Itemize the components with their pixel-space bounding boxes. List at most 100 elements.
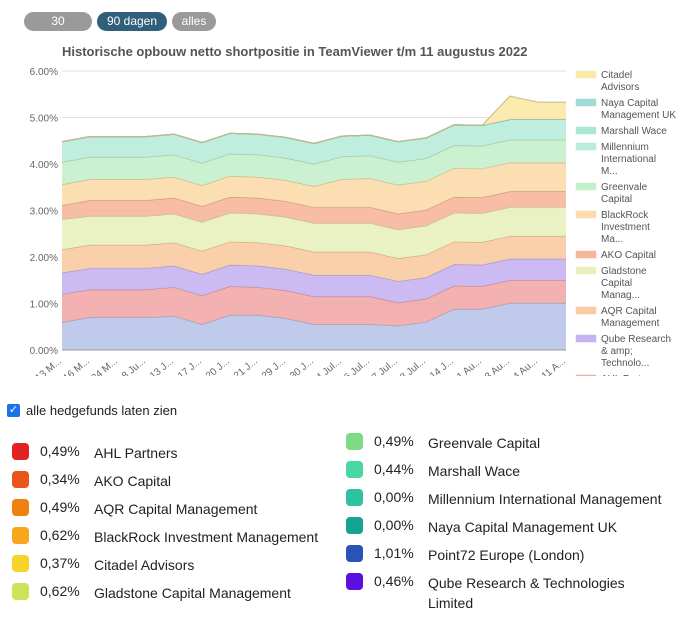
chart-y-axis: 0.00% 1.00% 2.00% 3.00% 4.00% 5.00% 6.00% [30,67,58,357]
area-citadel-advisors [62,96,566,144]
legend-swatch [575,266,597,275]
legend-label: International [601,154,656,165]
legend-label: Manag... [601,290,640,301]
x-tick-label: 7 Jul... [370,356,400,376]
chart-title: Historische opbouw netto shortpositie in… [62,44,527,59]
fund-name: Millennium International Management [428,491,662,507]
legend-label: Millennium [601,142,649,153]
fund-name: Gladstone Capital Management [94,585,291,601]
y-tick-label: 1.00% [30,300,58,311]
legend-label: AQR Capital [601,306,657,317]
fund-name: BlackRock Investment Management [94,529,319,545]
x-tick-label: 13 J... [148,356,176,376]
legend-label: M... [601,166,618,177]
y-tick-label: 0.00% [30,346,58,357]
short-position-chart: Historische opbouw netto shortpositie in… [30,44,676,376]
legend-swatch [575,126,597,135]
fund-percentage: 0,34% [40,471,80,487]
chart-x-axis: 13 M...16 M...24 M... 8 Ju... 13 J... 17 J.… [33,356,567,376]
legend-label: Marshall Wace [601,126,667,137]
legend-label: AHL Partners [601,374,661,376]
legend-swatch [575,98,597,107]
fund-name: Greenvale Capital [428,435,541,451]
fund-color-swatch [12,499,29,516]
y-tick-label: 5.00% [30,114,58,125]
x-tick-label: 13 M... [33,356,63,376]
x-tick-label: 6 Jul... [342,356,372,376]
legend-label: Ma... [601,234,623,245]
x-tick-label: 20 J... [204,356,232,376]
fund-percentage: 0,44% [374,461,414,477]
x-tick-label: 24 M... [89,356,119,376]
fund-color-swatch [346,433,363,450]
legend-label: Greenvale [601,182,648,193]
legend-label: Citadel [601,70,632,81]
x-tick-label: 8 Ju... [120,356,148,376]
fund-color-swatch [12,471,29,488]
legend-swatch [575,142,597,151]
area-qube-research-technologies-limited [62,258,566,303]
legend-label: Investment [601,222,650,233]
fund-percentage: 0,46% [374,573,414,589]
area-ako-capital [62,191,566,230]
x-tick-label: 3 Au... [483,356,512,376]
series-line [61,95,566,145]
fund-color-swatch [346,461,363,478]
area-millennium-international-management [62,119,566,164]
period-filter-30[interactable]: 30 dagen [24,12,92,47]
x-tick-label: 11 A... [540,356,568,376]
legend-swatch [575,334,597,343]
legend-label: AKO Capital [601,250,656,261]
fund-name: AKO Capital [94,473,172,489]
fund-percentage: 0,37% [40,555,80,571]
fund-name: Naya Capital Management UK [428,519,618,535]
area-greenvale-capital [62,139,566,187]
period-filter-all[interactable]: alles [172,12,216,31]
legend-label: Advisors [601,82,639,93]
fund-percentage: 0,49% [40,499,80,515]
legend-label: Capital [601,194,632,205]
legend-swatch [575,70,597,79]
fund-name: Point72 Europe (London) [428,547,585,563]
fund-name: AQR Capital Management [94,501,258,517]
y-tick-label: 4.00% [30,160,58,171]
fund-color-swatch [346,517,363,534]
area-gladstone-capital-management [62,207,566,259]
fund-percentage: 0,62% [40,527,80,543]
x-tick-label: 21 J... [232,356,260,376]
area-point72-europe-london- [62,303,566,350]
legend-label: Naya Capital [601,98,658,109]
x-tick-label: 4 Jul... [314,356,344,376]
fund-name-line2: Limited [428,595,474,611]
period-filter-90[interactable]: 90 dagen [97,12,167,31]
fund-percentage: 0,00% [374,489,414,505]
chart-areas [61,95,566,351]
fund-percentage: 0,00% [374,517,414,533]
fund-percentage: 0,62% [40,583,80,599]
show-all-checkbox[interactable]: ✓ [7,404,20,417]
x-tick-label: 16 M... [61,356,91,376]
legend-label: Technolo... [601,358,649,369]
fund-color-swatch [12,583,29,600]
legend-label: BlackRock [601,210,649,221]
legend-swatch [575,182,597,191]
y-tick-label: 6.00% [30,67,58,78]
x-tick-label: 17 J... [176,356,204,376]
legend-swatch [575,210,597,219]
x-tick-label: 8 Jul... [398,356,428,376]
y-tick-label: 2.00% [30,253,58,264]
fund-percentage: 1,01% [374,545,414,561]
x-tick-label: 29 J... [260,356,288,376]
fund-name: Citadel Advisors [94,557,195,573]
fund-color-swatch [346,573,363,590]
fund-name: AHL Partners [94,445,178,461]
area-blackrock-investment-management [62,162,566,214]
legend-label: Management UK [601,110,676,121]
legend-label: Management [601,318,660,329]
y-tick-label: 3.00% [30,207,58,218]
x-tick-label: 30 J... [288,356,316,376]
fund-color-swatch [346,489,363,506]
fund-color-swatch [346,545,363,562]
x-tick-label: 4 Au... [511,356,540,376]
